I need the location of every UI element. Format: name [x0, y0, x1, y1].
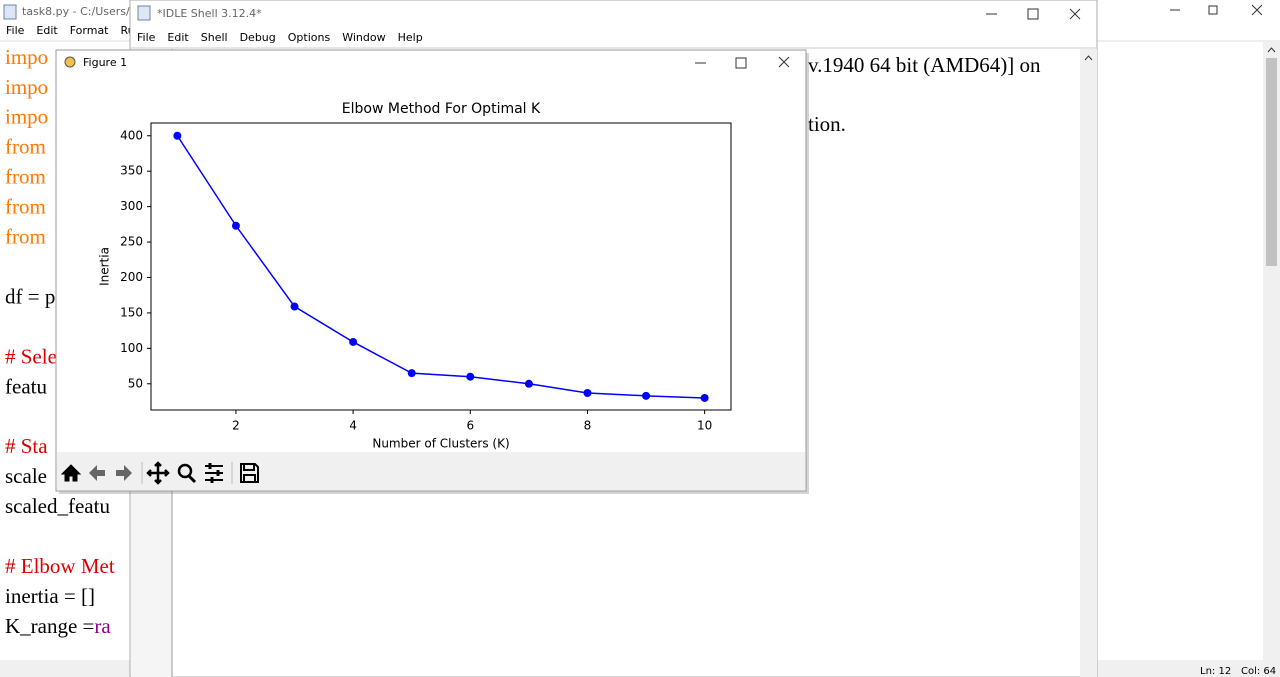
data-point	[349, 337, 358, 346]
menu-item[interactable]: Debug	[240, 31, 276, 44]
maximize-button[interactable]	[735, 57, 747, 69]
code-token: # Elbow Met	[5, 554, 115, 578]
status-line: Ln: 12	[1200, 666, 1231, 677]
scroll-up[interactable]	[1267, 47, 1276, 53]
chart-title: Elbow Method For Optimal K	[342, 101, 541, 117]
menu-item[interactable]: Help	[398, 31, 423, 44]
x-tick-label: 6	[466, 419, 474, 433]
shell-icon	[137, 5, 151, 21]
x-tick-label: 10	[697, 419, 712, 433]
maximize-button[interactable]	[1027, 8, 1039, 20]
y-tick-label: 50	[128, 376, 143, 390]
pan-button[interactable]	[146, 461, 170, 485]
menu-item[interactable]: Window	[342, 31, 385, 44]
close-button[interactable]	[1251, 4, 1263, 16]
data-point	[231, 221, 240, 230]
menu-item[interactable]: Edit	[36, 24, 58, 37]
menu-item[interactable]: Shell	[201, 31, 228, 44]
data-point	[583, 388, 592, 397]
restore-button[interactable]	[1208, 5, 1218, 15]
scrollbar[interactable]	[1080, 49, 1097, 677]
code-token: scale	[5, 464, 47, 488]
code-token: from	[5, 195, 46, 219]
y-tick-label: 200	[120, 270, 143, 284]
code-token: from	[5, 225, 46, 249]
menu-item[interactable]: File	[137, 31, 156, 44]
x-axis-label: Number of Clusters (K)	[372, 437, 509, 451]
save-button[interactable]	[240, 463, 259, 483]
y-tick-label: 300	[120, 199, 143, 213]
shell-line: tion.	[808, 112, 846, 136]
code-token: df = p	[5, 284, 55, 308]
figure-icon	[64, 56, 76, 68]
data-point	[466, 372, 475, 381]
code-token: K_range =	[5, 614, 94, 638]
editor-icon	[3, 4, 17, 20]
shell-title: *IDLE Shell 3.12.4*	[157, 7, 262, 20]
data-point	[642, 391, 651, 400]
x-tick-label: 8	[584, 419, 592, 433]
zoom-handle	[187, 474, 197, 484]
shell-menu: File Edit Shell Debug Options Window Help	[137, 31, 423, 44]
menu-item[interactable]: File	[6, 24, 25, 37]
y-tick-label: 400	[120, 128, 143, 142]
data-point	[173, 131, 182, 140]
shell-line: v.1940 64 bit (AMD64)] on	[808, 53, 1041, 77]
configure-knobs	[208, 463, 220, 483]
y-tick-label: 100	[120, 341, 143, 355]
configure-button[interactable]	[205, 465, 223, 481]
close-button[interactable]	[778, 56, 790, 68]
scroll-up[interactable]	[1084, 55, 1093, 61]
y-tick-label: 350	[120, 164, 143, 178]
code-token: from	[5, 135, 46, 159]
back-button[interactable]	[89, 465, 105, 481]
code-token: from	[5, 165, 46, 189]
y-tick-label: 250	[120, 235, 143, 249]
figure-window: Figure 1 Elbow Method For Optimal K Numbe…	[55, 49, 809, 494]
data-line	[176, 135, 705, 399]
menu-item[interactable]: Edit	[167, 31, 189, 44]
menu-item[interactable]: Options	[288, 31, 331, 44]
shell-output[interactable]: v.1940 64 bit (AMD64)] on tion.	[808, 53, 1041, 136]
code-token: impo	[5, 105, 48, 129]
x-tick-label: 4	[349, 419, 357, 433]
code-area[interactable]: impo impo impo from from from from df = p # Sele…	[5, 45, 115, 638]
figure-title: Figure 1	[83, 56, 127, 69]
y-axis-label: Inertia	[98, 247, 112, 286]
code-token: impo	[5, 45, 48, 69]
code-token: inertia = []	[5, 584, 95, 608]
code-token: scaled_featu	[5, 494, 110, 518]
forward-button[interactable]	[116, 465, 132, 481]
status-col: Col: 64	[1241, 666, 1276, 677]
y-tick-label: 150	[120, 305, 143, 319]
zoom-button[interactable]	[177, 463, 193, 479]
code-token: # Sta	[5, 434, 48, 458]
plot-frame	[150, 122, 732, 411]
home-button[interactable]	[60, 464, 82, 482]
data-point	[290, 302, 299, 311]
toolbar	[57, 452, 805, 490]
code-token: # Sele	[5, 344, 57, 368]
scroll-thumb[interactable]	[1266, 58, 1277, 266]
data-point	[407, 369, 416, 378]
data-point	[524, 379, 533, 388]
code-token: featu	[5, 374, 47, 398]
editor-title: task8.py - C:/Users/hp	[22, 5, 144, 18]
code-token: ra	[94, 614, 111, 638]
menu-item[interactable]: Format	[70, 24, 109, 37]
code-token: impo	[5, 75, 48, 99]
close-button[interactable]	[1069, 8, 1081, 20]
x-tick-label: 2	[232, 419, 240, 433]
data-point	[700, 393, 709, 402]
chart: Elbow Method For Optimal K Number of Clus…	[98, 101, 732, 451]
